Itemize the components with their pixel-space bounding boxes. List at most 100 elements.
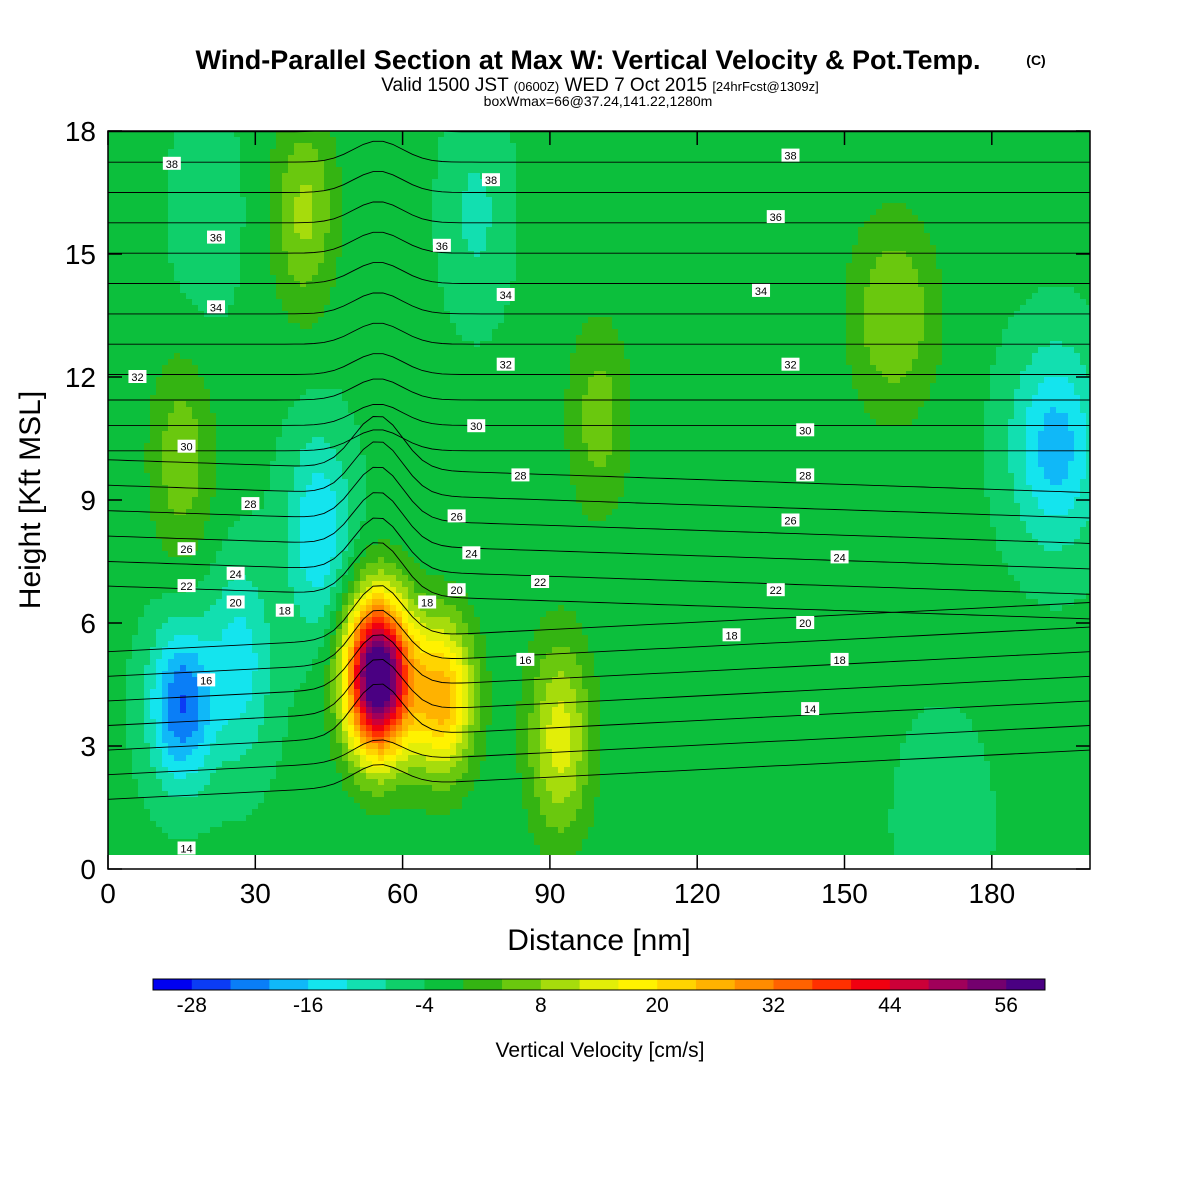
velocity-cell (150, 383, 157, 390)
velocity-cell (288, 725, 295, 732)
velocity-cell (264, 509, 271, 516)
velocity-cell (210, 365, 217, 372)
velocity-cell (270, 455, 277, 462)
velocity-cell (300, 149, 307, 156)
velocity-cell (252, 197, 259, 204)
velocity-cell (180, 143, 187, 150)
velocity-cell (222, 731, 229, 738)
velocity-cell (276, 215, 283, 222)
velocity-cell (126, 569, 133, 576)
velocity-cell (162, 563, 169, 570)
velocity-cell (294, 785, 301, 792)
velocity-cell (312, 767, 319, 774)
velocity-cell (234, 443, 241, 450)
velocity-cell (294, 851, 301, 858)
velocity-cell (216, 425, 223, 432)
velocity-cell (228, 803, 235, 810)
velocity-cell (210, 479, 217, 486)
velocity-cell (192, 137, 199, 144)
velocity-cell (120, 797, 127, 804)
velocity-cell (270, 815, 277, 822)
velocity-cell (186, 563, 193, 570)
velocity-cell (174, 545, 181, 552)
velocity-cell (126, 593, 133, 600)
velocity-cell (336, 461, 343, 468)
velocity-cell (150, 845, 157, 852)
velocity-cell (282, 455, 289, 462)
velocity-cell (270, 335, 277, 342)
velocity-cell (216, 749, 223, 756)
velocity-cell (336, 605, 343, 612)
velocity-cell (318, 743, 325, 750)
velocity-cell (228, 479, 235, 486)
velocity-cell (186, 431, 193, 438)
velocity-cell (252, 569, 259, 576)
velocity-cell (156, 431, 163, 438)
velocity-cell (270, 827, 277, 834)
velocity-cell (156, 137, 163, 144)
velocity-cell (204, 191, 211, 198)
velocity-cell (156, 827, 163, 834)
velocity-cell (234, 845, 241, 852)
velocity-cell (114, 215, 121, 222)
velocity-cell (126, 479, 133, 486)
velocity-cell (132, 605, 139, 612)
velocity-cell (150, 527, 157, 534)
velocity-cell (198, 779, 205, 786)
velocity-cell (192, 629, 199, 636)
velocity-cell (144, 245, 151, 252)
velocity-cell (162, 425, 169, 432)
velocity-cell (132, 287, 139, 294)
velocity-cell (330, 233, 337, 240)
velocity-cell (240, 473, 247, 480)
velocity-cell (138, 683, 145, 690)
velocity-cell (240, 635, 247, 642)
velocity-cell (210, 665, 217, 672)
velocity-cell (138, 803, 145, 810)
velocity-cell (126, 605, 133, 612)
velocity-cell (234, 467, 241, 474)
velocity-cell (210, 845, 217, 852)
velocity-cell (246, 257, 253, 264)
velocity-cell (252, 809, 259, 816)
velocity-cell (300, 323, 307, 330)
velocity-cell (132, 437, 139, 444)
velocity-cell (222, 605, 229, 612)
velocity-cell (186, 503, 193, 510)
velocity-cell (336, 149, 343, 156)
velocity-cell (180, 653, 187, 660)
velocity-cell (264, 563, 271, 570)
velocity-cell (348, 425, 355, 432)
velocity-cell (240, 245, 247, 252)
velocity-cell (252, 647, 259, 654)
velocity-cell (246, 221, 253, 228)
velocity-cell (132, 521, 139, 528)
velocity-cell (348, 365, 355, 372)
velocity-cell (306, 203, 313, 210)
velocity-cell (192, 575, 199, 582)
velocity-cell (324, 407, 331, 414)
velocity-cell (276, 557, 283, 564)
velocity-cell (162, 299, 169, 306)
velocity-cell (174, 467, 181, 474)
velocity-cell (192, 815, 199, 822)
velocity-cell (336, 689, 343, 696)
velocity-cell (294, 641, 301, 648)
velocity-cell (186, 797, 193, 804)
velocity-cell (174, 449, 181, 456)
velocity-cell (114, 803, 121, 810)
velocity-cell (132, 401, 139, 408)
velocity-cell (156, 233, 163, 240)
velocity-cell (342, 719, 349, 726)
velocity-cell (342, 479, 349, 486)
velocity-cell (114, 779, 121, 786)
velocity-cell (234, 203, 241, 210)
velocity-cell (228, 473, 235, 480)
velocity-cell (114, 845, 121, 852)
velocity-cell (330, 257, 337, 264)
velocity-cell (192, 611, 199, 618)
velocity-cell (120, 263, 127, 270)
velocity-cell (252, 785, 259, 792)
velocity-cell (186, 143, 193, 150)
velocity-cell (156, 239, 163, 246)
